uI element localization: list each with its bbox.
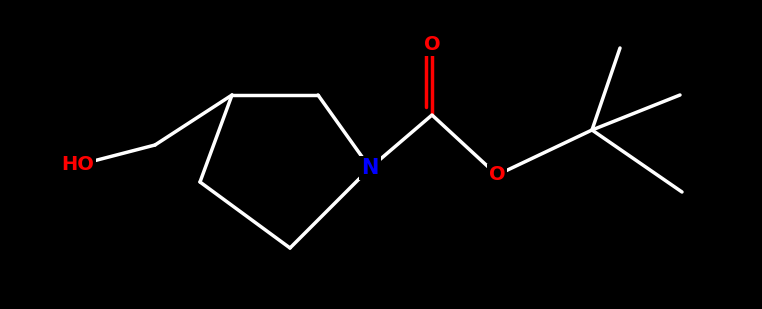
Text: O: O	[488, 166, 505, 184]
Text: O: O	[424, 36, 440, 54]
Text: HO: HO	[62, 155, 94, 175]
Text: N: N	[361, 158, 379, 178]
